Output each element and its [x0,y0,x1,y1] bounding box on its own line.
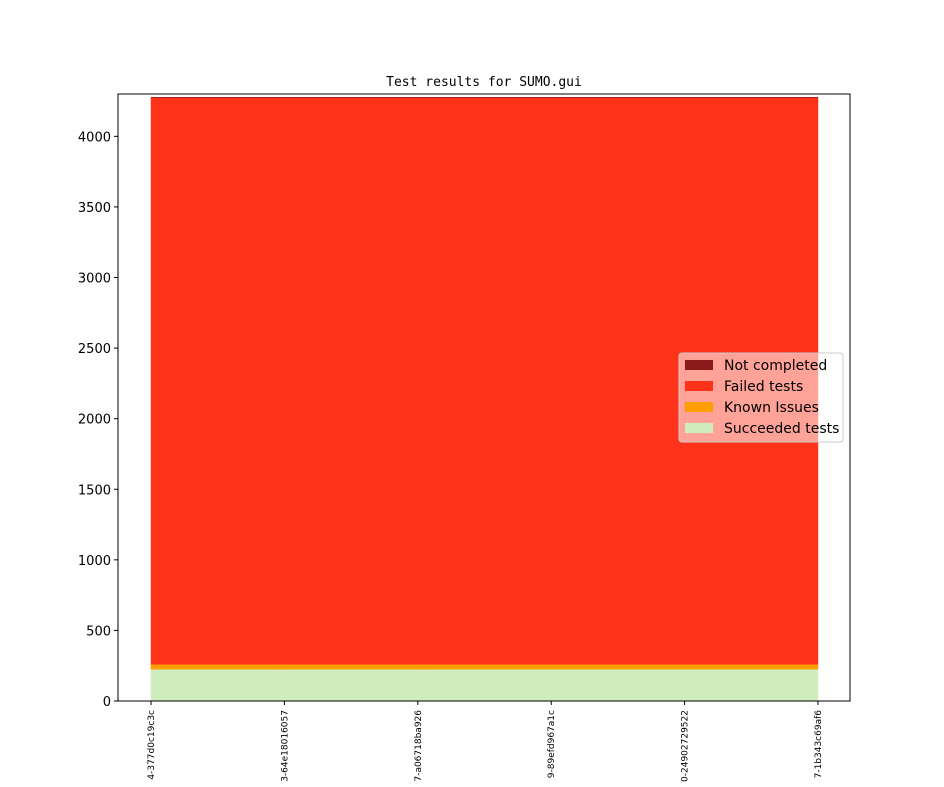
plot-frame [117,93,851,702]
area-succeeded-tests [150,668,819,702]
legend-swatch [685,360,713,370]
legend-label: Succeeded tests [724,421,839,437]
y-tick-label: 1000 [78,554,111,569]
legend-label: Failed tests [724,379,803,395]
y-tick-label: 0 [103,695,111,710]
chart-title: Test results for SUMO.gui [386,75,582,90]
x-tick-label: 7-1b343c69af6 [814,710,824,779]
x-tick-label: 9-89efd967a1c [547,710,557,778]
y-tick-label: 500 [86,624,111,639]
legend-swatch [685,402,713,412]
y-tick-label: 2000 [78,413,111,428]
x-tick-label: 0-24902729522 [681,710,691,782]
x-axis: 4-377d0c19c3c 3-64e18016057 7-a06718ba926 9… [147,701,824,782]
legend-box [678,352,844,443]
legend-swatch [685,381,713,391]
x-tick-label: 4-377d0c19c3c [147,710,157,780]
legend-swatch [685,423,713,433]
area-known-issues [150,664,819,670]
y-tick-label: 1500 [78,483,111,498]
stacked-areas [150,96,819,702]
y-tick-label: 3500 [78,201,111,216]
y-tick-label: 3000 [78,272,111,287]
x-tick-label: 7-a06718ba926 [414,710,424,782]
y-tick-label: 4000 [78,130,111,145]
legend-label: Known Issues [724,400,819,416]
y-axis: 0 500 1000 1500 2000 2500 3000 3500 4000 [78,130,118,710]
y-tick-label: 2500 [78,342,111,357]
x-tick-label: 3-64e18016057 [280,710,290,782]
legend-label: Not completed [724,358,827,374]
legend: Not completed Failed tests Known Issues Suc… [678,352,844,443]
